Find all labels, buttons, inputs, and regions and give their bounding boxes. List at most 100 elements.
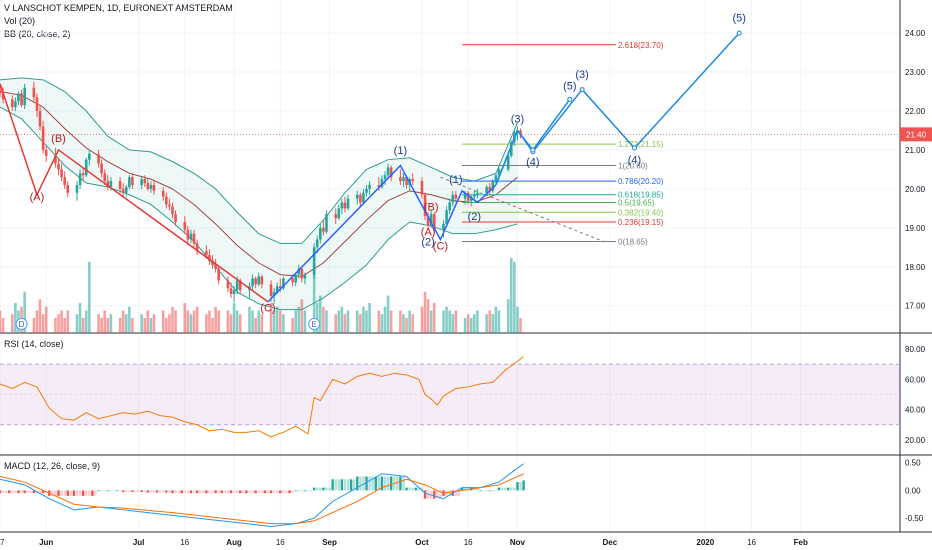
macd-line — [0, 463, 524, 527]
event-marker — [15, 318, 28, 330]
macd-histogram-bar — [100, 490, 103, 492]
macd-histogram-bar — [402, 476, 405, 491]
volume-bar — [473, 314, 476, 333]
volume-bar — [78, 303, 82, 333]
wave-point — [579, 87, 585, 93]
macd-histogram-bar — [177, 490, 180, 494]
volume-bar — [60, 310, 63, 333]
macd-histogram-bar — [1, 490, 5, 494]
chart-title: V LANSCHOT KEMPEN, 1D, EURONEXT AMSTERDA… — [4, 3, 233, 13]
time-axis: 17 Jun Jul 16 Aug 16 Sep Oct 16 Nov Dec 2020 16 Feb — [0, 538, 808, 547]
macd-histogram-bar — [319, 487, 322, 491]
volume-bar — [38, 299, 42, 333]
macd-histogram-bar — [371, 476, 374, 491]
volume-bar — [312, 261, 316, 333]
volume-bar — [1, 318, 5, 333]
volume-bar — [346, 310, 350, 333]
volume-bar — [405, 318, 408, 333]
volume-bar — [140, 314, 143, 333]
macd-histogram-bar — [232, 490, 236, 494]
volume-bar — [272, 310, 276, 333]
macd-histogram-bar — [72, 490, 76, 496]
macd-histogram-bar — [479, 490, 482, 492]
macd-histogram-bar — [365, 476, 368, 491]
candle-body — [174, 214, 177, 222]
macd-histogram-bar — [85, 490, 88, 496]
candle-body — [183, 222, 187, 230]
volume-bar — [54, 318, 57, 333]
volume-bar — [186, 310, 190, 333]
macd-histogram-bar — [248, 490, 251, 494]
macd-histogram-bar — [229, 490, 233, 494]
candle-body — [485, 186, 488, 193]
volume-bar — [217, 310, 220, 333]
candle-body — [229, 288, 233, 295]
macd-histogram-bar — [29, 490, 32, 494]
candle-body — [420, 181, 424, 195]
candle-body — [322, 227, 325, 232]
volume-bar — [205, 314, 208, 333]
price-tick-label: 23.00 — [905, 68, 926, 77]
macd-histogram-bar — [448, 490, 451, 496]
macd-histogram-bar — [0, 490, 2, 494]
candle-body — [186, 229, 190, 240]
candle-body — [334, 214, 338, 219]
volume-bar — [519, 318, 522, 333]
macd-histogram-bar — [510, 487, 513, 491]
volume-bar — [445, 306, 448, 333]
volume-bar — [368, 303, 371, 333]
elliott-wave-lines — [0, 30, 742, 303]
macd-histogram-bar — [396, 476, 399, 491]
macd-histogram-bar — [386, 476, 390, 491]
macd-histogram-bar — [168, 490, 171, 493]
macd-histogram-bar — [519, 482, 522, 491]
time-tick-label: 16 — [276, 538, 285, 547]
macd-histogram-bar — [399, 476, 402, 491]
candle-body — [17, 93, 20, 102]
volume-bar — [238, 314, 242, 333]
candle-body — [131, 177, 134, 185]
volume-bar — [513, 261, 516, 333]
volume-bar — [0, 310, 2, 333]
volume-bar — [106, 318, 110, 333]
macd-histogram-bar — [115, 490, 119, 492]
candle-body — [238, 280, 242, 291]
macd-histogram-bar — [331, 479, 334, 491]
macd-histogram-bar — [522, 480, 525, 491]
macd-histogram-bar — [383, 476, 387, 491]
macd-histogram-bar — [81, 490, 85, 496]
volume-bar — [488, 310, 492, 333]
macd-histogram-bar — [152, 490, 156, 493]
candle-body — [81, 173, 85, 176]
volume-bar — [442, 310, 445, 333]
macd-histogram-bar — [300, 490, 304, 492]
volume-bar — [257, 310, 261, 333]
candle-body — [315, 239, 319, 248]
macd-histogram-bar — [343, 479, 347, 491]
grid — [0, 0, 932, 533]
macd-histogram-bar — [158, 490, 162, 493]
fib-level-label: 0.382(19.40) — [618, 208, 664, 217]
wave-label: (1) — [394, 145, 407, 157]
macd-histogram-bar — [356, 476, 359, 491]
macd-histogram-bar — [353, 479, 356, 491]
candle-body — [337, 208, 341, 219]
macd-histogram-bar — [171, 490, 174, 494]
event-marker-label: D — [19, 320, 25, 329]
macd-histogram-bar — [88, 490, 91, 496]
volume-bar — [235, 310, 239, 333]
fib-level-label: 1.272(21.15) — [618, 140, 664, 149]
macd-histogram-bar — [211, 490, 214, 494]
volume-bar — [494, 306, 498, 333]
volume-bar — [214, 306, 217, 333]
price-tick-label: 24.00 — [905, 29, 926, 38]
volume-bar — [260, 314, 264, 333]
macd-legend: MACD (12, 26, close, 9) — [4, 461, 101, 471]
volume-bar — [294, 310, 297, 333]
candle-body — [402, 177, 405, 182]
macd-histogram-bar — [269, 490, 273, 494]
candle-body — [226, 280, 230, 289]
macd-histogram-bar — [94, 490, 97, 496]
volume-bar — [389, 310, 393, 333]
